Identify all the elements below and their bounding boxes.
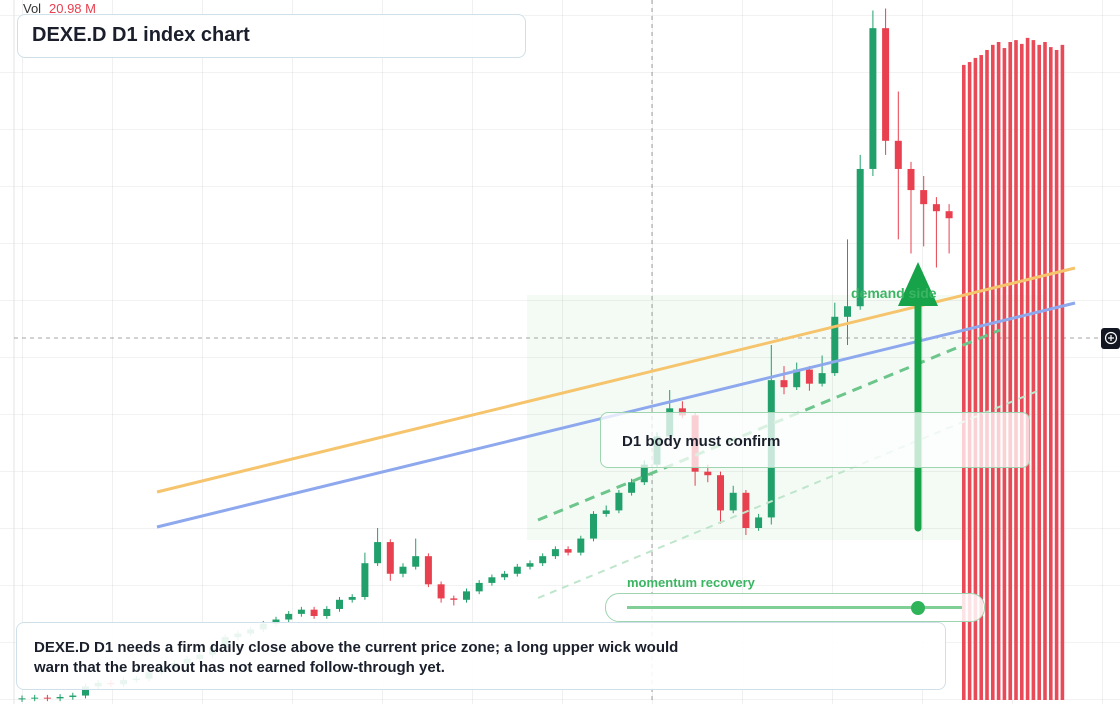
candle-body — [844, 306, 851, 317]
candle-body — [399, 566, 407, 574]
candle-body — [285, 613, 293, 620]
candle-body — [831, 316, 839, 374]
candle-body — [539, 556, 547, 564]
volume-bar — [1060, 44, 1065, 700]
volume-label: Vol — [23, 1, 42, 16]
candle-body — [932, 204, 940, 212]
candle-body — [348, 596, 356, 600]
volume-bar — [996, 42, 1001, 700]
candle-body — [56, 696, 64, 699]
candle-body — [297, 609, 305, 614]
candle-body — [488, 577, 496, 583]
volume-bar — [973, 57, 978, 700]
candle-body — [577, 538, 585, 553]
candle-body — [43, 697, 51, 699]
candle-body — [526, 563, 534, 567]
candle-body — [31, 697, 39, 699]
volume-bar — [1008, 42, 1012, 700]
candle-body — [628, 482, 636, 493]
volume-bar — [1049, 47, 1053, 701]
arrow-head — [898, 262, 938, 306]
momentum-knob[interactable] — [911, 601, 925, 615]
candle-body — [602, 510, 610, 514]
candle-body — [513, 566, 521, 574]
volume-bar — [1014, 40, 1018, 701]
momentum-track — [627, 606, 962, 609]
candle-body — [374, 542, 382, 564]
candle-body — [704, 471, 712, 476]
candle-body — [501, 573, 509, 578]
candle-body — [907, 168, 915, 191]
candle-body — [551, 549, 559, 557]
note: DEXE.D D1 needs a firm daily close above… — [34, 639, 679, 676]
volume-bar — [962, 64, 966, 701]
candle-body — [945, 211, 953, 219]
candle-body — [590, 513, 597, 539]
volume-bar — [985, 49, 989, 701]
title-box — [17, 14, 526, 58]
candle-body — [18, 698, 26, 700]
note-box — [16, 622, 946, 690]
candle-body — [412, 556, 420, 567]
volume-bar — [991, 44, 995, 700]
candle-body — [894, 140, 902, 169]
volume-bar — [967, 62, 972, 700]
candle-body — [818, 373, 826, 384]
title: DEXE.D D1 index chart — [32, 24, 250, 46]
candle-body — [564, 549, 572, 553]
candle-body — [805, 369, 813, 384]
candle-body — [717, 475, 724, 511]
candle-body — [920, 190, 928, 205]
confirm-label: D1 body must confirm — [622, 433, 781, 450]
candle-body — [437, 584, 445, 599]
candle-body — [742, 492, 750, 528]
candle-body — [272, 619, 280, 624]
volume-bar — [1031, 40, 1036, 701]
candle-body — [450, 598, 458, 600]
channel-upper — [537, 328, 1001, 522]
volume-layer — [962, 37, 1065, 701]
candle-body — [69, 695, 77, 697]
candle-body — [615, 492, 623, 511]
candle-body — [336, 599, 343, 609]
candle-body — [463, 591, 470, 600]
candle-body — [640, 464, 648, 483]
volume-bar — [1037, 44, 1041, 700]
confirm-box — [600, 412, 1030, 468]
volume-bar — [1002, 48, 1007, 700]
zone-label: demand side — [851, 285, 937, 301]
candle-body — [869, 28, 877, 169]
candle-body — [361, 563, 369, 597]
candle-body — [780, 380, 788, 388]
volume-bar — [1043, 42, 1047, 700]
candle-body — [424, 556, 432, 585]
volume-readout: 20.98 M — [49, 1, 96, 16]
candle-body — [755, 517, 763, 528]
candle-body — [310, 609, 318, 616]
volume-bar — [979, 55, 983, 700]
volume-bar — [1054, 49, 1059, 701]
candle-body — [82, 686, 89, 696]
candle-body — [323, 608, 331, 616]
volume-bar — [1025, 37, 1030, 700]
candle-body — [856, 168, 864, 307]
candle-body — [882, 28, 890, 141]
candle-body — [793, 369, 801, 388]
candle-body — [386, 542, 394, 574]
momentum-label: momentum recovery — [627, 575, 755, 590]
add-icon — [1104, 331, 1118, 345]
volume-bar — [1020, 43, 1024, 700]
candle-body — [475, 582, 483, 592]
candle-body — [678, 408, 686, 416]
candle-body — [729, 492, 737, 511]
